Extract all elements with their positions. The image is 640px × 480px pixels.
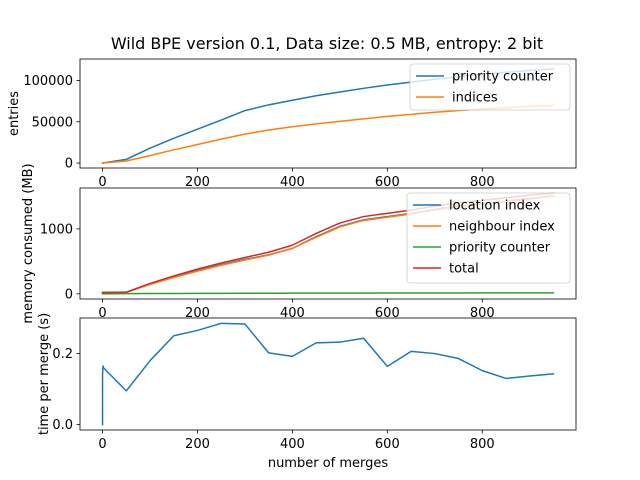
series-line-3-1 <box>101 322 555 426</box>
axes-frame <box>79 58 577 169</box>
x-tick-label: 600 <box>375 437 400 452</box>
y-tick-label: 1000 <box>40 222 73 237</box>
x-tick-label: 200 <box>185 175 210 190</box>
legend: location index neighbour index priority co… <box>406 192 571 284</box>
legend-label: neighbour index <box>449 220 555 235</box>
figure-title: Wild BPE version 0.1, Data size: 0.5 MB,… <box>111 34 543 53</box>
legend-label: priority counter <box>449 241 551 256</box>
axes-frame <box>79 187 577 300</box>
x-tick-label: 800 <box>470 175 495 190</box>
series-line-2-3 <box>101 292 555 295</box>
x-tick-label: 0 <box>98 306 106 321</box>
legend-label: indices <box>452 91 498 106</box>
x-tick-label: 0 <box>98 437 106 452</box>
legend-label: priority counter <box>452 70 554 85</box>
x-tick-label: 0 <box>98 175 106 190</box>
y-axis-label: entries <box>7 91 22 136</box>
legend-label: total <box>449 262 479 277</box>
x-tick-label: 600 <box>375 175 400 190</box>
x-tick-label: 200 <box>185 437 210 452</box>
y-tick-label: 50000 <box>32 115 73 130</box>
y-axis-label: time per merge (s) <box>37 313 52 435</box>
legend-box <box>409 63 571 111</box>
legend: priority counter indices <box>409 63 571 111</box>
legend-label: location index <box>449 199 541 214</box>
axes-frame <box>79 317 577 431</box>
y-tick-label: 0 <box>65 287 73 302</box>
axes-2: 0 200 400 600 800 0 1000 memory consumed (MB) lo… <box>21 163 577 324</box>
x-axis-label: number of merges <box>268 456 389 471</box>
y-tick-label: 0.2 <box>52 347 73 362</box>
x-tick-label: 400 <box>280 175 305 190</box>
x-tick-label: 800 <box>470 437 495 452</box>
legend-box <box>406 192 571 284</box>
y-tick-label: 0.0 <box>52 418 73 433</box>
y-tick-label: 0 <box>65 157 73 172</box>
axes-layer: 0 200 400 600 800050000100000entriespriority… <box>7 58 577 471</box>
x-tick-label: 400 <box>280 306 305 321</box>
y-axis-label: memory consumed (MB) <box>21 163 36 323</box>
x-tick-label: 800 <box>470 306 495 321</box>
x-tick-label: 600 <box>375 306 400 321</box>
x-tick-label: 200 <box>185 306 210 321</box>
x-tick-label: 400 <box>280 437 305 452</box>
y-tick-label: 100000 <box>23 74 73 89</box>
